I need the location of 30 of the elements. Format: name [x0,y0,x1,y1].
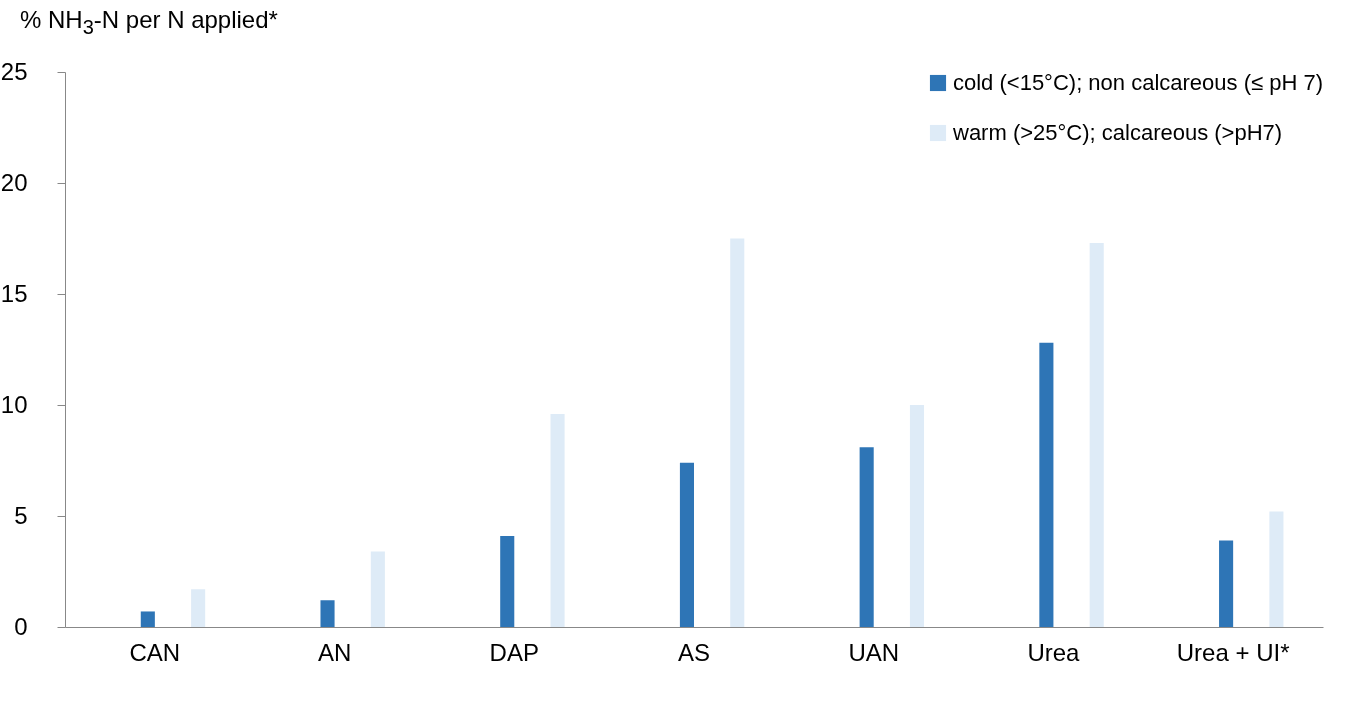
legend-label: cold (<15°C); non calcareous (≤ pH 7) [953,70,1323,95]
bar [1039,342,1054,627]
legend-label: warm (>25°C); calcareous (>pH7) [952,120,1283,145]
y-axis-title: % NH$_{3}$-N per N applied* [20,6,278,39]
bar [1089,242,1104,627]
x-tick-label: Urea [1027,638,1081,666]
bar [140,611,155,627]
x-tick-label: AN [317,638,352,666]
bar [1269,511,1284,627]
x-tick-label: UAN [848,638,900,666]
bar [859,447,874,627]
x-tick-label: DAP [489,638,539,666]
bar [909,405,925,627]
bar [191,589,206,627]
bar [730,238,745,627]
x-tick-label: AS [677,638,711,666]
bar [1219,540,1234,627]
bar [550,413,565,627]
bar [679,462,694,627]
y-tick-label: 5 [14,501,28,529]
y-tick-label: 10 [0,390,28,418]
x-tick-label: Urea + UI* [1176,638,1290,666]
bar [500,535,515,627]
y-tick-label: 25 [0,57,28,85]
y-tick-label: 0 [14,612,28,640]
bar [370,551,385,627]
bar [320,600,335,627]
y-tick-label: 20 [0,168,28,196]
y-tick-label: 15 [0,279,28,307]
x-tick-label: CAN [129,638,181,666]
